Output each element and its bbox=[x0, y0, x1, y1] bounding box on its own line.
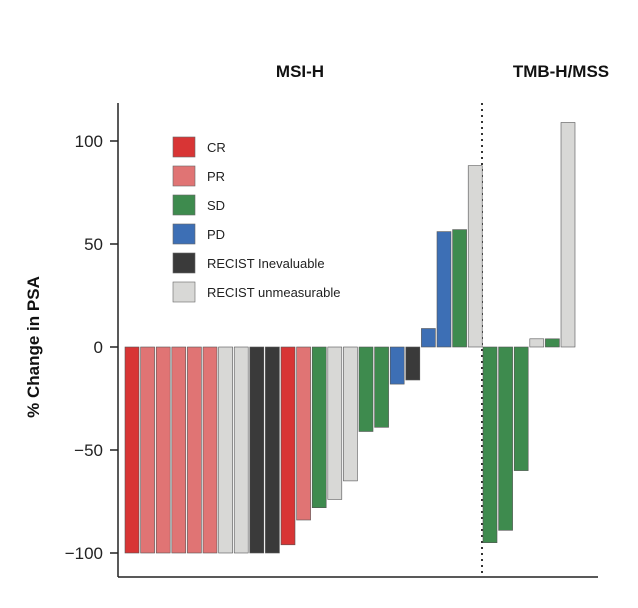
legend-label-pd: PD bbox=[207, 227, 225, 242]
y-tick-label: 0 bbox=[94, 338, 103, 357]
bar-pr bbox=[296, 346, 311, 521]
legend-label-sd: SD bbox=[207, 198, 225, 213]
bar-pr bbox=[202, 346, 218, 554]
bar-sd bbox=[311, 346, 327, 508]
group-labels: MSI-H TMB-H/MSS bbox=[276, 62, 609, 81]
legend-swatch-cr bbox=[172, 136, 196, 158]
bar-unm bbox=[327, 346, 343, 500]
legend-swatch-unm bbox=[172, 281, 196, 303]
bar-pd bbox=[436, 231, 452, 348]
legend-swatch-pr bbox=[172, 165, 196, 187]
group-label-msi-h: MSI-H bbox=[276, 62, 324, 81]
bar-ine bbox=[249, 346, 265, 554]
legend: CR PR SD PD RECIST Inevaluable RECIST unmeasu… bbox=[172, 136, 340, 303]
bar-sd bbox=[374, 346, 389, 428]
bar-pd bbox=[389, 346, 405, 385]
bar-unm bbox=[233, 346, 249, 554]
bar-pr bbox=[140, 346, 155, 554]
y-tick-label: −100 bbox=[65, 544, 103, 563]
y-ticks: 100 50 0 −50 −100 bbox=[65, 132, 118, 563]
bar-pr bbox=[155, 346, 171, 554]
bar-unm bbox=[529, 338, 545, 348]
bar-unm bbox=[218, 346, 233, 554]
bar-pd bbox=[421, 328, 436, 348]
bar-ine bbox=[265, 346, 280, 554]
bars bbox=[124, 122, 576, 554]
y-tick-label: 50 bbox=[84, 235, 103, 254]
y-tick-label: −50 bbox=[74, 441, 103, 460]
y-axis-label: % Change in PSA bbox=[24, 276, 43, 418]
group-label-tmb-h-mss: TMB-H/MSS bbox=[513, 62, 609, 81]
legend-label-cr: CR bbox=[207, 140, 226, 155]
bar-pr bbox=[171, 346, 187, 554]
bar-sd bbox=[498, 346, 513, 531]
bar-cr bbox=[280, 346, 296, 546]
bar-sd bbox=[452, 229, 467, 348]
legend-label-pr: PR bbox=[207, 169, 225, 184]
legend-swatch-pd bbox=[172, 223, 196, 245]
bar-ine bbox=[405, 346, 421, 381]
bar-unm bbox=[343, 346, 358, 482]
bar-sd bbox=[482, 346, 498, 543]
bar-sd bbox=[513, 346, 529, 471]
bar-sd bbox=[545, 338, 560, 348]
bar-unm bbox=[467, 165, 483, 348]
legend-swatch-sd bbox=[172, 194, 196, 216]
legend-label-ine: RECIST Inevaluable bbox=[207, 256, 325, 271]
bar-unm bbox=[560, 122, 576, 348]
bar-cr bbox=[124, 346, 140, 554]
legend-label-unm: RECIST unmeasurable bbox=[207, 285, 340, 300]
bar-sd bbox=[358, 346, 374, 432]
bar-pr bbox=[187, 346, 202, 554]
y-tick-label: 100 bbox=[75, 132, 103, 151]
legend-swatch-ine bbox=[172, 252, 196, 274]
